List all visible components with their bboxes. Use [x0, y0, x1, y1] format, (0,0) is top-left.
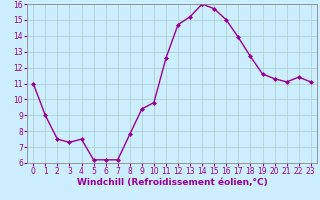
X-axis label: Windchill (Refroidissement éolien,°C): Windchill (Refroidissement éolien,°C) — [76, 178, 268, 187]
